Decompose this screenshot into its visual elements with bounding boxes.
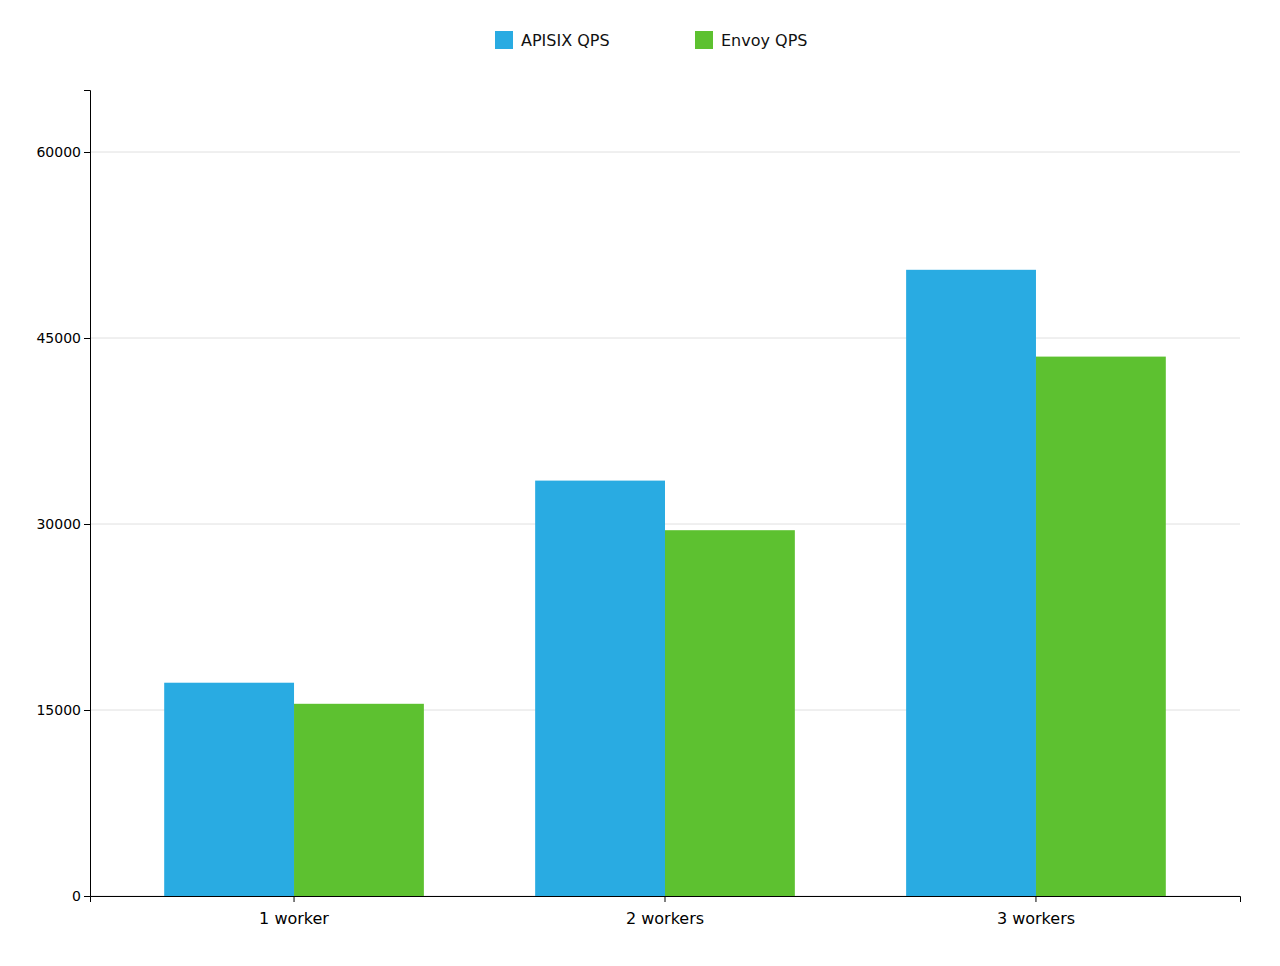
y-tick-mark <box>84 152 90 153</box>
legend-swatch <box>495 31 513 49</box>
y-tick-mark <box>84 896 90 897</box>
legend-item: Envoy QPS <box>695 31 807 50</box>
y-axis: 0 15000 30000 45000 60000 <box>36 91 90 904</box>
legend-item: APISIX QPS <box>495 31 610 50</box>
bar <box>1036 357 1166 896</box>
y-tick-mark <box>84 524 90 525</box>
bar <box>535 481 665 896</box>
y-tick-label: 30000 <box>36 516 81 532</box>
x-tick-mark <box>1035 896 1036 902</box>
y-tick: 60000 <box>36 144 90 160</box>
grid-line <box>90 338 1240 339</box>
bar-series <box>294 357 1166 896</box>
y-tick-label: 0 <box>72 888 81 904</box>
x-axis: 1 worker 2 workers 3 workers <box>91 896 1241 928</box>
bar <box>906 270 1036 896</box>
x-tick-label: 2 workers <box>626 909 704 928</box>
x-tick-label: 3 workers <box>997 909 1075 928</box>
legend-swatch <box>695 31 713 49</box>
bar <box>294 704 424 896</box>
legend: APISIX QPS Envoy QPS <box>495 31 807 50</box>
bar-series <box>164 270 1036 896</box>
legend-label: Envoy QPS <box>721 31 807 50</box>
grid-line <box>90 152 1240 153</box>
y-tick: 45000 <box>36 330 90 346</box>
y-tick-label: 45000 <box>36 330 81 346</box>
bars <box>164 270 1166 896</box>
x-tick: 1 worker <box>259 896 329 928</box>
x-axis-line <box>91 897 1241 903</box>
chart-container: 0 15000 30000 45000 60000 1 worker 2 workers 3 … <box>0 0 1280 966</box>
y-tick: 30000 <box>36 516 90 532</box>
y-axis-line <box>84 91 91 897</box>
x-tick-label: 1 worker <box>259 909 329 928</box>
x-tick: 2 workers <box>626 896 704 928</box>
bar <box>665 530 795 896</box>
y-tick-mark <box>84 710 90 711</box>
plot-area: 0 15000 30000 45000 60000 1 worker 2 workers 3 … <box>36 91 1240 929</box>
y-tick-label: 15000 <box>36 702 81 718</box>
bar <box>164 683 294 896</box>
y-tick: 0 <box>72 888 90 904</box>
y-tick-mark <box>84 338 90 339</box>
x-tick-mark <box>665 896 666 902</box>
x-tick-mark <box>294 896 295 902</box>
x-tick: 3 workers <box>997 896 1075 928</box>
grid <box>90 152 1240 896</box>
chart-svg: 0 15000 30000 45000 60000 1 worker 2 workers 3 … <box>0 0 1280 966</box>
y-tick: 15000 <box>36 702 90 718</box>
y-tick-label: 60000 <box>36 144 81 160</box>
legend-label: APISIX QPS <box>521 31 610 50</box>
